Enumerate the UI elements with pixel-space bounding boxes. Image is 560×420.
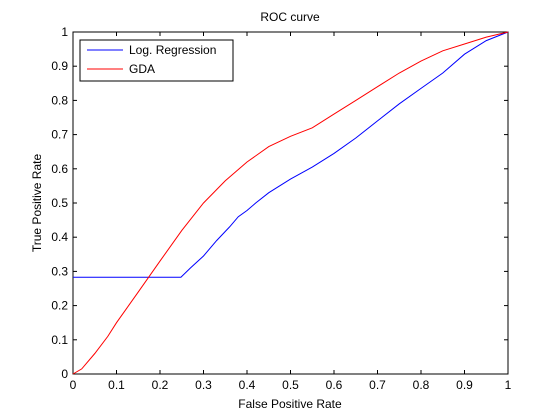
plot-area: 0 0.1 0.2 0.3 0.4 0.5 0.6 0.7 0.8 0.9 1 0 0.1 0.2 0.3… bbox=[51, 25, 511, 392]
x-tick-label: 1 bbox=[505, 378, 512, 392]
legend-box bbox=[79, 39, 234, 82]
y-tick-label: 0.9 bbox=[51, 59, 68, 73]
y-tick-label: 0.8 bbox=[51, 93, 68, 107]
x-tick-label: 0.4 bbox=[239, 378, 256, 392]
y-tick-label: 0.4 bbox=[51, 230, 68, 244]
chart-title: ROC curve bbox=[260, 10, 320, 24]
y-tick-label: 0.2 bbox=[51, 299, 68, 313]
y-tick-label: 0.5 bbox=[51, 196, 68, 210]
x-tick-label: 0.6 bbox=[326, 378, 343, 392]
x-tick-label: 0.9 bbox=[456, 378, 473, 392]
y-tick-label: 0.3 bbox=[51, 264, 68, 278]
series-line-log-regression bbox=[73, 31, 509, 278]
x-tick-label: 0.1 bbox=[108, 378, 125, 392]
y-tick-label: 1 bbox=[61, 25, 68, 39]
legend-label-log-regression: Log. Regression bbox=[129, 43, 216, 57]
x-tick-label: 0.2 bbox=[152, 378, 169, 392]
x-tick-label: 0 bbox=[70, 378, 77, 392]
series-layer bbox=[72, 31, 509, 375]
y-tick-label: 0.6 bbox=[51, 162, 68, 176]
x-tick-label: 0.8 bbox=[413, 378, 430, 392]
x-tick-label: 0.3 bbox=[195, 378, 212, 392]
y-tick-label: 0.1 bbox=[51, 333, 68, 347]
x-axis-label: False Positive Rate bbox=[238, 397, 342, 411]
legend-label-gda: GDA bbox=[129, 62, 155, 76]
y-axis-ticks: 0 0.1 0.2 0.3 0.4 0.5 0.6 0.7 0.8 0.9 1 bbox=[51, 25, 508, 381]
x-axis-ticks: 0 0.1 0.2 0.3 0.4 0.5 0.6 0.7 0.8 0.9 1 bbox=[70, 32, 512, 392]
x-tick-label: 0.7 bbox=[369, 378, 386, 392]
y-tick-label: 0.7 bbox=[51, 128, 68, 142]
y-axis-label: True Positive Rate bbox=[30, 154, 44, 253]
axes-box bbox=[72, 31, 509, 375]
y-tick-label: 0 bbox=[61, 367, 68, 381]
series-line-gda bbox=[72, 31, 509, 375]
x-tick-label: 0.5 bbox=[282, 378, 299, 392]
legend: Log. Regression GDA bbox=[79, 39, 234, 82]
